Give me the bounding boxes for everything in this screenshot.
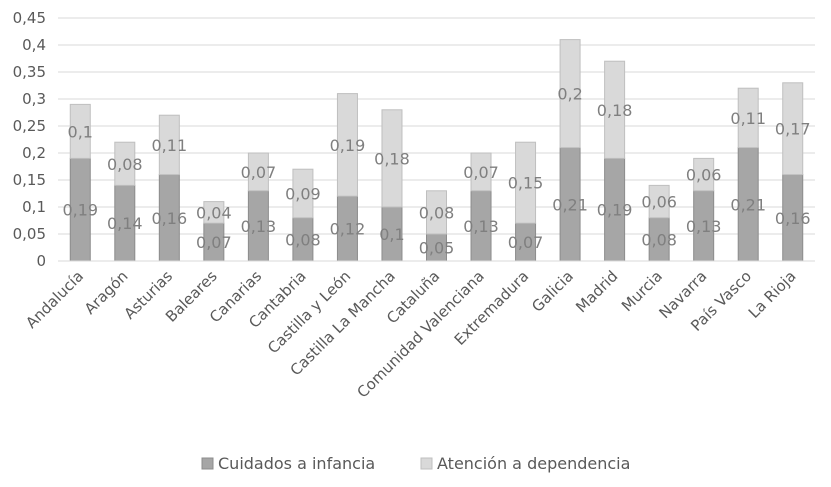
data-label: 0,05 (419, 239, 455, 258)
bar-atencion-dependencia (693, 157, 715, 192)
x-category-label: Galicia (528, 267, 577, 316)
y-tick-label: 0,3 (22, 90, 46, 108)
legend-swatch-atencion-dependencia (420, 457, 433, 470)
bar-atencion-dependencia (559, 39, 581, 149)
data-label: 0,16 (775, 209, 811, 228)
data-label: 0,08 (641, 230, 677, 249)
data-label: 0,06 (686, 166, 722, 185)
data-label: 0,13 (463, 217, 499, 236)
y-tick-label: 0,25 (13, 117, 46, 135)
data-label: 0,07 (241, 163, 277, 182)
data-label: 0,15 (508, 174, 544, 193)
legend-swatch-cuidados-infancia (201, 457, 214, 470)
y-tick-label: 0,4 (22, 36, 46, 54)
data-label: 0,13 (241, 217, 277, 236)
x-category-label: Madrid (572, 267, 621, 316)
bar-atencion-dependencia (69, 103, 91, 159)
bar-atencion-dependencia (114, 141, 136, 186)
data-label: 0,08 (107, 155, 143, 174)
y-tick-label: 0,05 (13, 225, 46, 243)
data-label: 0,19 (330, 136, 366, 155)
y-tick-label: 0,35 (13, 63, 46, 81)
data-label: 0,21 (552, 195, 588, 214)
data-label: 0,07 (508, 233, 544, 252)
bar-atencion-dependencia (336, 93, 358, 197)
data-label: 0,12 (330, 220, 366, 239)
bar-atencion-dependencia (247, 152, 269, 192)
data-label: 0,11 (730, 109, 766, 128)
bar-atencion-dependencia (292, 168, 314, 219)
bar-atencion-dependencia (515, 141, 537, 224)
data-label: 0,2 (557, 85, 582, 104)
bar-atencion-dependencia (648, 184, 670, 219)
data-label: 0,21 (730, 195, 766, 214)
data-label: 0,18 (597, 101, 633, 120)
y-tick-label: 0,45 (13, 9, 46, 27)
data-label: 0,13 (686, 217, 722, 236)
data-label: 0,08 (419, 203, 455, 222)
bar-atencion-dependencia (426, 190, 447, 235)
bar-atencion-dependencia (203, 201, 225, 224)
x-category-label: La Rioja (745, 267, 800, 322)
y-tick-label: 0,15 (13, 171, 46, 189)
data-label: 0,09 (285, 185, 321, 204)
bar-atencion-dependencia (604, 60, 626, 159)
data-label: 0,11 (152, 136, 188, 155)
data-label: 0,07 (196, 233, 232, 252)
y-tick-label: 0,2 (22, 144, 46, 162)
data-label: 0,1 (68, 122, 93, 141)
bar-atencion-dependencia (782, 82, 804, 176)
data-label: 0,19 (62, 201, 98, 220)
bar-atencion-dependencia (158, 114, 180, 176)
data-label: 0,04 (196, 203, 232, 222)
data-label: 0,16 (152, 209, 188, 228)
bar-atencion-dependencia (381, 109, 403, 208)
bar-atencion-dependencia (470, 152, 492, 192)
data-label: 0,17 (775, 120, 811, 139)
data-label: 0,07 (463, 163, 499, 182)
data-label: 0,14 (107, 214, 143, 233)
bar-atencion-dependencia (737, 87, 759, 149)
data-label: 0,06 (641, 193, 677, 212)
x-category-label: Andalucía (22, 267, 87, 332)
data-label: 0,08 (285, 230, 321, 249)
y-tick-label: 0,1 (22, 198, 46, 216)
data-label: 0,19 (597, 201, 633, 220)
data-label: 0,18 (374, 149, 410, 168)
y-tick-label: 0 (36, 252, 46, 270)
legend-label-cuidados-infancia: Cuidados a infancia (218, 454, 375, 473)
legend-label-atencion-dependencia: Atención a dependencia (437, 454, 630, 473)
data-label: 0,1 (379, 225, 404, 244)
